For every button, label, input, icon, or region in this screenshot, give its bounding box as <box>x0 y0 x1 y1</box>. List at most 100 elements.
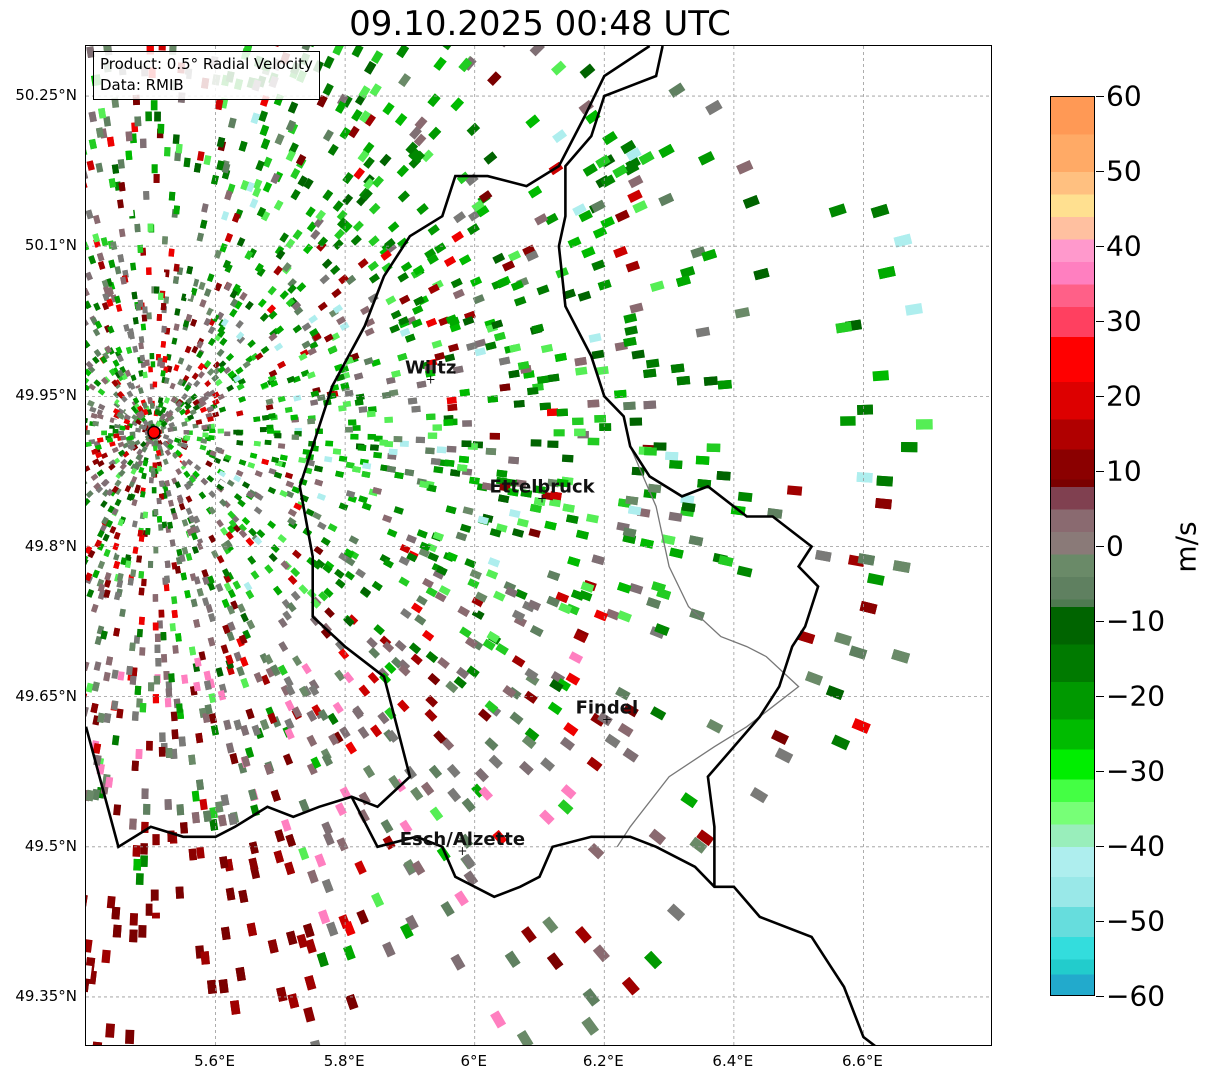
state-border <box>616 446 800 848</box>
colorbar-segment <box>1051 682 1094 720</box>
place-label: Findel <box>576 698 639 719</box>
colorbar-segment <box>1051 337 1094 383</box>
map-title: 09.10.2025 00:48 UTC <box>349 4 731 44</box>
colorbar-tick-label: 40 <box>1106 229 1142 263</box>
lat-tick-label: 50.25°N <box>15 86 77 105</box>
colorbar-segment <box>1051 509 1094 533</box>
colorbar-segment <box>1051 284 1094 308</box>
colorbar <box>1050 96 1095 996</box>
place-marker-icon: + <box>602 713 612 727</box>
place-eschalzette[interactable]: +Esch/Alzette <box>400 829 525 858</box>
country-border-west <box>86 46 651 849</box>
lon-tick-label: 6°E <box>460 1052 487 1070</box>
colorbar-segment <box>1051 382 1094 420</box>
colorbar-tick-mark <box>1096 96 1104 97</box>
lat-tick-label: 49.8°N <box>24 536 77 555</box>
place-wiltz[interactable]: +Wiltz <box>405 357 456 386</box>
info-box: Product: 0.5° Radial Velocity Data: RMIB <box>93 51 320 100</box>
colorbar-tick-label: 50 <box>1106 154 1142 188</box>
colorbar-segment <box>1051 97 1094 135</box>
colorbar-segment <box>1051 449 1094 480</box>
velocity-echo-layer <box>86 46 933 1045</box>
colorbar-tick-mark <box>1096 696 1104 697</box>
colorbar-gradient <box>1051 97 1094 995</box>
colorbar-tick-label: −50 <box>1106 904 1166 938</box>
colorbar-tick-mark <box>1096 246 1104 247</box>
colorbar-tick-label: 20 <box>1106 379 1142 413</box>
colorbar-segment <box>1051 419 1094 450</box>
colorbar-segment <box>1051 937 1094 960</box>
colorbar-tick-label: −30 <box>1106 754 1166 788</box>
colorbar-segment <box>1051 802 1094 825</box>
lat-tick-label: 50.1°N <box>24 236 77 255</box>
colorbar-tick-label: −60 <box>1106 979 1166 1013</box>
lon-tick-label: 5.6°E <box>194 1052 235 1070</box>
colorbar-tick-label: 30 <box>1106 304 1142 338</box>
colorbar-tick-mark <box>1096 546 1104 547</box>
colorbar-segment <box>1051 907 1094 938</box>
colorbar-tick-label: 60 <box>1106 79 1142 113</box>
colorbar-unit-label: m/s <box>1169 521 1203 573</box>
colorbar-tick-mark <box>1096 396 1104 397</box>
colorbar-tick-mark <box>1096 471 1104 472</box>
lat-tick-label: 49.95°N <box>15 386 77 405</box>
colorbar-segment <box>1051 554 1094 578</box>
colorbar-tick-label: 0 <box>1106 529 1124 563</box>
colorbar-tick-label: 10 <box>1106 454 1142 488</box>
place-findel[interactable]: +Findel <box>576 698 639 727</box>
colorbar-segment <box>1051 532 1094 555</box>
colorbar-segment <box>1051 607 1094 645</box>
lat-tick-label: 49.5°N <box>24 836 77 855</box>
colorbar-segment <box>1051 847 1094 878</box>
colorbar-segment <box>1051 719 1094 750</box>
colorbar-tick-mark <box>1096 996 1104 997</box>
colorbar-segment <box>1051 779 1094 803</box>
map-panel[interactable]: + Wiltz + Ettelbruck + Findel + Esch/Alzette <box>85 45 992 1046</box>
colorbar-tick-mark <box>1096 846 1104 847</box>
lon-tick-label: 6.2°E <box>582 1052 624 1070</box>
colorbar-segment <box>1051 307 1094 338</box>
source-label: Data: RMIB <box>100 76 184 94</box>
place-marker-icon: + <box>537 491 547 505</box>
colorbar-segment <box>1051 172 1094 195</box>
lon-tick-label: 6.6°E <box>842 1052 883 1070</box>
radar-map[interactable]: +Wiltz+Ettelbruck+Findel+Esch/Alzette <box>86 46 992 1046</box>
lon-tick-label: 6.4°E <box>712 1052 754 1070</box>
colorbar-segment <box>1051 959 1094 975</box>
lat-tick-label: 49.65°N <box>15 686 77 705</box>
lat-tick-label: 49.35°N <box>15 986 77 1005</box>
colorbar-tick-mark <box>1096 921 1104 922</box>
colorbar-segment <box>1051 262 1094 285</box>
colorbar-segment <box>1051 479 1094 488</box>
radar-site-marker[interactable] <box>147 425 161 440</box>
lon-tick-label: 5.8°E <box>323 1052 365 1070</box>
colorbar-segment <box>1051 974 1094 995</box>
colorbar-segment <box>1051 824 1094 848</box>
place-label: Ettelbruck <box>490 476 596 497</box>
colorbar-tick-mark <box>1096 171 1104 172</box>
colorbar-tick-mark <box>1096 321 1104 322</box>
place-marker-icon: + <box>426 372 436 386</box>
place-label: Esch/Alzette <box>400 829 525 850</box>
colorbar-tick-label: −40 <box>1106 829 1166 863</box>
colorbar-segment <box>1051 134 1094 173</box>
colorbar-tick-mark <box>1096 771 1104 772</box>
colorbar-segment <box>1051 877 1094 908</box>
place-ettelbruck[interactable]: +Ettelbruck <box>490 476 596 505</box>
place-marker-icon: + <box>457 844 467 858</box>
borders <box>86 46 876 1045</box>
colorbar-segment <box>1051 644 1094 683</box>
colorbar-segment <box>1051 194 1094 218</box>
colorbar-tick-label: −20 <box>1106 679 1166 713</box>
radar-site <box>147 425 161 440</box>
colorbar-segment <box>1051 217 1094 240</box>
country-border-south <box>350 796 876 1045</box>
colorbar-segment <box>1051 599 1094 608</box>
country-border-east <box>557 46 820 887</box>
colorbar-tick-label: −10 <box>1106 604 1166 638</box>
product-label: Product: 0.5° Radial Velocity <box>100 55 313 73</box>
colorbar-segment <box>1051 749 1094 780</box>
place-label: Wiltz <box>405 357 456 378</box>
colorbar-segment <box>1051 577 1094 600</box>
colorbar-segment <box>1051 487 1094 510</box>
